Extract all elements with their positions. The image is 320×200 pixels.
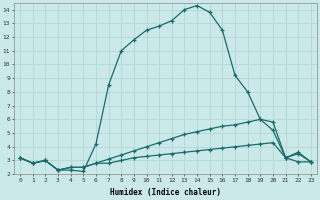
X-axis label: Humidex (Indice chaleur): Humidex (Indice chaleur): [110, 188, 221, 197]
